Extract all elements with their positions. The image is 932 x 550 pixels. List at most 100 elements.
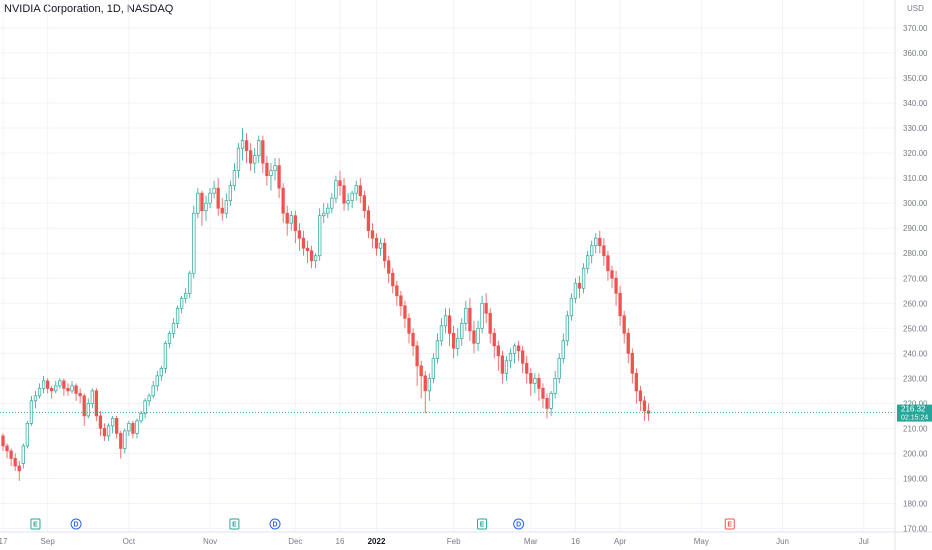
candle <box>553 370 557 399</box>
candle <box>456 328 460 356</box>
candle <box>318 208 322 261</box>
candle <box>452 325 456 359</box>
price-tick-label: 280.00 <box>903 249 928 258</box>
candle <box>127 420 131 436</box>
candle <box>13 453 17 471</box>
currency-label[interactable]: USD <box>907 4 924 13</box>
candle <box>370 223 375 249</box>
candle <box>17 460 21 481</box>
candle <box>646 403 651 421</box>
time-tick-label: Sep <box>41 537 56 546</box>
candle <box>305 240 310 264</box>
candle <box>411 328 415 356</box>
candle <box>240 128 245 161</box>
candle <box>21 443 25 469</box>
time-tick-label: Jul <box>859 537 869 546</box>
price-tick-label: 190.00 <box>903 474 928 483</box>
candle <box>131 420 135 439</box>
candle <box>374 233 379 256</box>
candle <box>155 370 159 391</box>
chart-title: NVIDIA Corporation, 1D, NASDAQ <box>4 3 174 15</box>
candle <box>86 398 90 419</box>
candle <box>285 205 289 236</box>
price-axis[interactable]: 170.00 180.00 190.00 200.00 210.00 220.00 230.… <box>903 24 928 533</box>
candle <box>188 270 192 299</box>
candle <box>516 340 521 361</box>
candle <box>119 430 123 459</box>
candle <box>244 133 249 164</box>
earnings-marker[interactable]: E <box>229 518 240 530</box>
price-tick-label: 310.00 <box>903 174 928 183</box>
bar-countdown: 02:15:24 <box>901 415 928 422</box>
candle <box>488 308 492 344</box>
candle <box>492 328 496 359</box>
candle <box>549 390 553 416</box>
candle <box>66 383 70 396</box>
price-tick-label: 170.00 <box>903 524 928 533</box>
candle <box>476 320 480 351</box>
time-tick-label: Dec <box>288 537 302 546</box>
candle <box>261 135 265 174</box>
price-tick-label: 370.00 <box>903 24 928 33</box>
candle <box>378 238 383 256</box>
candle <box>257 135 261 164</box>
candle <box>508 348 513 369</box>
candle <box>309 245 314 269</box>
candle <box>638 385 643 411</box>
time-tick-label: 2022 <box>368 537 386 546</box>
price-tick-label: 200.00 <box>903 449 928 458</box>
candle <box>569 293 574 321</box>
earnings-marker[interactable]: E <box>30 518 41 530</box>
candle <box>269 163 273 191</box>
candle <box>216 178 220 216</box>
candle <box>387 255 391 284</box>
last-price-badge: 216.32 02:15:24 <box>897 404 932 422</box>
candle <box>200 190 204 226</box>
candle <box>415 340 419 386</box>
dividend-marker[interactable]: D <box>70 518 82 530</box>
candle <box>25 420 30 449</box>
time-axis[interactable]: 17 Sep Oct Nov Dec 16 2022 Feb Mar 16 Apr May Jun Jul <box>0 537 869 546</box>
candle <box>90 388 94 409</box>
candle <box>403 300 407 329</box>
candle <box>204 195 208 221</box>
price-tick-label: 350.00 <box>903 74 928 83</box>
dividend-marker[interactable]: D <box>513 518 525 530</box>
event-label: D <box>74 522 79 529</box>
candle <box>423 370 427 414</box>
candle <box>228 180 233 206</box>
earnings-marker[interactable]: E <box>477 518 488 530</box>
candle <box>58 378 62 389</box>
candle <box>537 373 541 401</box>
candle <box>431 353 436 384</box>
candle <box>362 190 366 219</box>
time-tick-label: Feb <box>447 537 461 546</box>
candle <box>281 183 285 224</box>
candle <box>297 223 302 251</box>
candle <box>37 383 42 399</box>
candle <box>33 390 38 409</box>
candle <box>253 148 257 174</box>
candle <box>98 410 103 436</box>
candle <box>565 310 569 346</box>
candle <box>614 270 618 306</box>
candle <box>585 250 590 274</box>
candle <box>529 368 533 396</box>
dividend-marker[interactable]: D <box>269 518 281 530</box>
price-tick-label: 290.00 <box>903 224 928 233</box>
price-tick-label: 330.00 <box>903 124 928 133</box>
candle <box>277 158 281 199</box>
candle <box>642 395 647 421</box>
candle <box>504 355 509 381</box>
candle <box>435 333 440 364</box>
earnings-marker[interactable]: E <box>724 518 735 530</box>
time-tick-label: Apr <box>614 537 627 546</box>
candle <box>29 395 34 426</box>
candle <box>533 373 537 394</box>
candle <box>419 360 423 399</box>
candle <box>561 333 565 364</box>
candle <box>208 188 212 209</box>
